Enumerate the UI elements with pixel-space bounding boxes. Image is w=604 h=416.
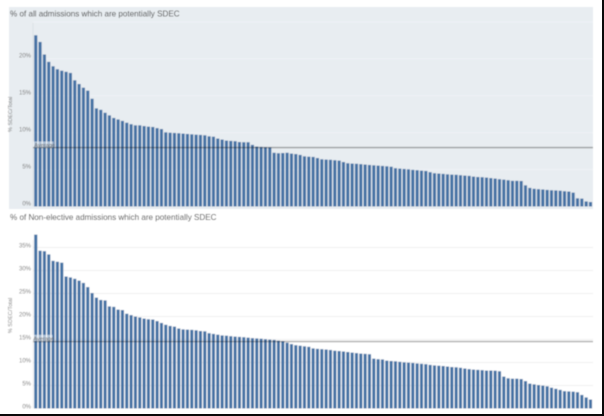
svg-text:Average: Average — [34, 143, 55, 149]
svg-text:5%: 5% — [22, 164, 31, 170]
svg-text:% of Non-elective admissions w: % of Non-elective admissions which are p… — [10, 213, 217, 222]
svg-text:15%: 15% — [19, 336, 32, 342]
svg-text:0%: 0% — [22, 405, 31, 411]
svg-text:10%: 10% — [19, 128, 32, 134]
svg-text:10%: 10% — [19, 359, 32, 365]
svg-text:25%: 25% — [19, 290, 32, 296]
svg-text:Average: Average — [33, 336, 54, 342]
svg-text:30%: 30% — [19, 267, 32, 273]
svg-text:5%: 5% — [22, 382, 31, 388]
svg-text:20%: 20% — [19, 54, 32, 60]
svg-text:0%: 0% — [22, 201, 31, 207]
svg-text:% SDEC/Total: % SDEC/Total — [8, 97, 14, 132]
svg-text:% SDEC/Total: % SDEC/Total — [8, 298, 14, 333]
svg-text:15%: 15% — [19, 91, 32, 97]
svg-text:% of all admissions which are: % of all admissions which are potentiall… — [10, 10, 180, 19]
svg-text:35%: 35% — [19, 244, 32, 250]
svg-text:20%: 20% — [19, 313, 32, 319]
